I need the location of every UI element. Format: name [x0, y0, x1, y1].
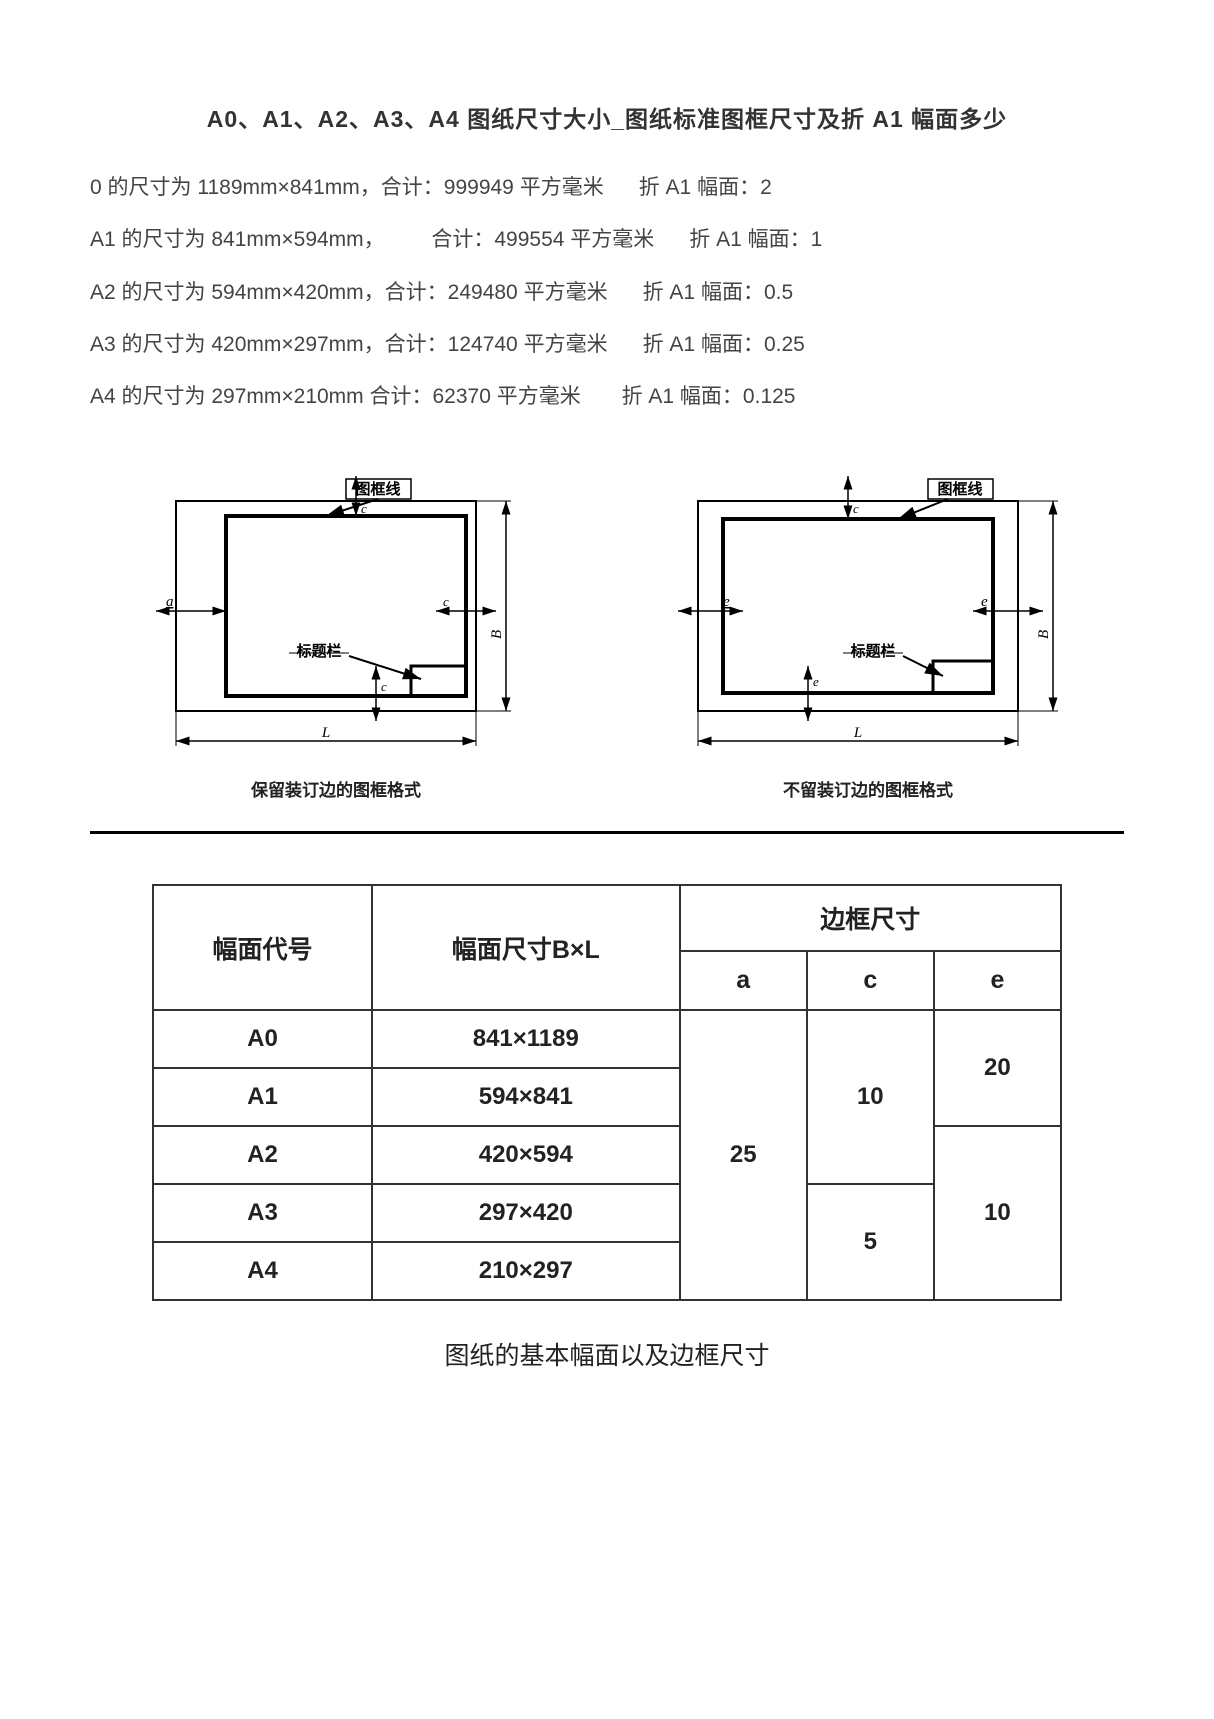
- label-a: a: [166, 594, 174, 610]
- cell-code: A3: [153, 1184, 372, 1242]
- label-c-top: c: [361, 501, 367, 516]
- cell-c-bottom: 5: [807, 1184, 934, 1300]
- cell-size: 594×841: [372, 1068, 680, 1126]
- title-codes: A0、A1、A2、A3、A4: [207, 106, 460, 132]
- title-mid: 图纸尺寸大小_图纸标准图框尺寸及折: [460, 106, 873, 132]
- spec-line-3-prefix: A3 的尺寸为 420mm×297mm，合计：124740 平方毫米: [90, 333, 608, 356]
- spec-line-4-suffix: 折 A1 幅面：0.125: [622, 385, 796, 408]
- cell-e-bottom: 10: [934, 1126, 1061, 1300]
- table-row: A3 297×420 5: [153, 1184, 1061, 1242]
- th-a: a: [680, 951, 807, 1010]
- spec-line-4-prefix: A4 的尺寸为 297mm×210mm 合计：62370 平方毫米: [90, 385, 581, 408]
- spec-line-1-suffix: 折 A1 幅面：1: [689, 228, 822, 251]
- cell-code: A0: [153, 1010, 372, 1068]
- th-c: c: [807, 951, 934, 1010]
- label-L: L: [321, 725, 330, 741]
- table-header-row-1: 幅面代号 幅面尺寸B×L 边框尺寸: [153, 885, 1061, 951]
- diagrams-row: 图框线 c 标题栏 a c c B: [90, 461, 1124, 801]
- cell-size: 210×297: [372, 1242, 680, 1300]
- cell-size: 841×1189: [372, 1010, 680, 1068]
- diagram-right-caption: 不留装订边的图框格式: [783, 776, 953, 801]
- diagram-left-svg: 图框线 c 标题栏 a c c B: [126, 461, 546, 761]
- spec-line-3-suffix: 折 A1 幅面：0.25: [643, 333, 805, 356]
- cell-code: A2: [153, 1126, 372, 1184]
- table-caption: 图纸的基本幅面以及边框尺寸: [90, 1336, 1124, 1372]
- spec-gap: [385, 228, 432, 251]
- diagram-right-svg: 图框线 c 标题栏 e e e B: [648, 461, 1088, 761]
- th-code: 幅面代号: [153, 885, 372, 1010]
- label-e-bot: e: [813, 674, 819, 689]
- cell-code: A4: [153, 1242, 372, 1300]
- label-B: B: [489, 630, 505, 639]
- spec-gap: [654, 228, 689, 251]
- label-frameline: 图框线: [355, 480, 400, 498]
- diagram-left-caption: 保留装订边的图框格式: [251, 776, 421, 801]
- label-titleblock-r: 标题栏: [849, 642, 895, 660]
- label-e-r: e: [981, 594, 988, 610]
- spec-list: 0 的尺寸为 1189mm×841mm，合计：999949 平方毫米 折 A1 …: [90, 164, 1124, 421]
- th-e: e: [934, 951, 1061, 1010]
- spec-line-2-prefix: A2 的尺寸为 594mm×420mm，合计：249480 平方毫米: [90, 281, 608, 304]
- cell-a: 25: [680, 1010, 807, 1300]
- spec-line-1-prefix: A1 的尺寸为 841mm×594mm，: [90, 228, 385, 251]
- th-border-group: 边框尺寸: [680, 885, 1061, 951]
- spec-line-2-suffix: 折 A1 幅面：0.5: [643, 281, 794, 304]
- cell-size: 297×420: [372, 1184, 680, 1242]
- spec-gap: [604, 176, 639, 199]
- page-title: A0、A1、A2、A3、A4 图纸尺寸大小_图纸标准图框尺寸及折 A1 幅面多少: [90, 100, 1124, 134]
- spec-gap: [608, 333, 643, 356]
- title-tail: 幅面多少: [904, 106, 1007, 132]
- label-c-top-r: c: [853, 501, 859, 516]
- spec-line-0-prefix: 0 的尺寸为 1189mm×841mm，合计：999949 平方毫米: [90, 176, 604, 199]
- label-e-l: e: [723, 594, 730, 610]
- cell-code: A1: [153, 1068, 372, 1126]
- section-divider: [90, 831, 1124, 834]
- diagram-left: 图框线 c 标题栏 a c c B: [126, 461, 546, 801]
- spec-line-1: A1 的尺寸为 841mm×594mm， 合计：499554 平方毫米 折 A1…: [90, 216, 1124, 264]
- label-frameline-r: 图框线: [937, 480, 982, 498]
- label-c-bot: c: [381, 679, 387, 694]
- cell-size: 420×594: [372, 1126, 680, 1184]
- cell-c-top: 10: [807, 1010, 934, 1184]
- spec-line-1-mid: 合计：499554 平方毫米: [431, 228, 654, 251]
- spec-line-2: A2 的尺寸为 594mm×420mm，合计：249480 平方毫米 折 A1 …: [90, 269, 1124, 317]
- spec-gap: [608, 281, 643, 304]
- title-a1: A1: [872, 106, 903, 132]
- label-B-r: B: [1036, 630, 1052, 639]
- cell-e-top: 20: [934, 1010, 1061, 1126]
- spec-line-0-suffix: 折 A1 幅面：2: [639, 176, 772, 199]
- table-row: A0 841×1189 25 10 20: [153, 1010, 1061, 1068]
- size-table: 幅面代号 幅面尺寸B×L 边框尺寸 a c e A0 841×1189 25 1…: [152, 884, 1062, 1301]
- spec-line-0: 0 的尺寸为 1189mm×841mm，合计：999949 平方毫米 折 A1 …: [90, 164, 1124, 212]
- spec-line-4: A4 的尺寸为 297mm×210mm 合计：62370 平方毫米 折 A1 幅…: [90, 373, 1124, 421]
- label-titleblock: 标题栏: [295, 642, 341, 660]
- spec-gap: [581, 385, 622, 408]
- spec-line-3: A3 的尺寸为 420mm×297mm，合计：124740 平方毫米 折 A1 …: [90, 321, 1124, 369]
- th-size: 幅面尺寸B×L: [372, 885, 680, 1010]
- diagram-right: 图框线 c 标题栏 e e e B: [648, 461, 1088, 801]
- label-L-r: L: [853, 725, 862, 741]
- label-c-right: c: [443, 594, 449, 609]
